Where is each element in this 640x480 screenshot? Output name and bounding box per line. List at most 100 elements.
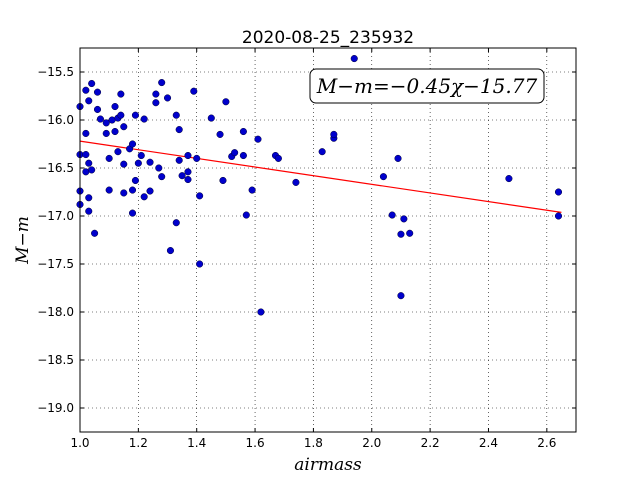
data-point (184, 175, 192, 184)
x-tick-label: 1.0 (70, 436, 89, 450)
data-point (172, 219, 180, 227)
data-point (242, 211, 250, 219)
data-point (231, 149, 239, 157)
data-point (152, 99, 160, 107)
data-point (82, 86, 90, 94)
data-point (120, 123, 128, 131)
data-point (292, 178, 300, 186)
data-point (163, 94, 172, 102)
data-point (175, 126, 183, 134)
y-tick-label: −17.5 (37, 257, 74, 271)
data-point (554, 188, 563, 196)
data-point (82, 151, 90, 159)
data-point (131, 111, 139, 119)
data-point (120, 160, 128, 168)
axis-ticks (79, 48, 576, 432)
data-point (85, 194, 93, 202)
data-point (254, 135, 262, 143)
y-tick-label: −18.0 (37, 305, 74, 319)
data-point (82, 129, 90, 137)
data-point (216, 130, 224, 138)
data-point (166, 247, 174, 255)
data-point (105, 154, 113, 162)
data-point (140, 115, 148, 123)
data-point (111, 103, 119, 111)
data-point (134, 159, 142, 167)
data-point (257, 308, 265, 316)
fit-line-group (79, 140, 562, 213)
data-point (102, 129, 110, 137)
x-tick-label: 1.2 (129, 436, 148, 450)
y-tick-label: −18.5 (37, 353, 74, 367)
x-tick-label: 1.8 (304, 436, 323, 450)
data-point (158, 173, 166, 181)
data-point (158, 79, 166, 87)
x-tick-label: 2.0 (362, 436, 381, 450)
data-point (397, 292, 405, 300)
data-point (96, 115, 104, 123)
data-point (239, 151, 247, 160)
x-tick-label: 2.4 (479, 436, 498, 450)
chart-title: 2020-08-25_235932 (242, 28, 414, 48)
data-point (155, 164, 163, 172)
data-point (146, 158, 154, 166)
data-point (394, 154, 402, 162)
data-point (128, 209, 137, 217)
data-point (85, 97, 93, 105)
data-point (175, 156, 183, 164)
data-point (248, 186, 256, 194)
x-axis-label: airmass (294, 455, 362, 475)
y-tick-label: −16.5 (37, 161, 74, 175)
data-point (131, 176, 139, 185)
data-point (239, 127, 247, 136)
data-point (140, 193, 148, 201)
data-point (91, 229, 99, 237)
data-point (178, 172, 186, 180)
data-point (190, 87, 198, 95)
data-point (111, 127, 119, 136)
fit-line (79, 140, 562, 213)
data-point (172, 111, 180, 119)
y-axis-label: M−m (13, 216, 33, 265)
plot-frame (79, 47, 577, 433)
data-point (397, 230, 405, 238)
data-point (379, 173, 387, 181)
y-tick-labels: −15.5 −16.0 −16.5 −17.0 −17.5 −18.0 −18.5 −19.0 (37, 65, 74, 415)
data-point (146, 187, 154, 195)
data-point (222, 98, 230, 106)
data-point (85, 207, 93, 215)
annotation-text: M−m=−0.45χ−15.77 (316, 74, 538, 98)
data-point (93, 105, 102, 113)
data-point (117, 90, 125, 98)
data-point (330, 130, 338, 138)
data-point (184, 168, 192, 176)
data-point (207, 114, 215, 122)
data-point (193, 154, 201, 162)
data-point (117, 111, 125, 119)
data-point (196, 260, 204, 268)
x-tick-label: 2.2 (421, 436, 440, 450)
data-point (88, 79, 96, 88)
data-point (102, 119, 110, 127)
data-point (196, 192, 204, 200)
data-point (114, 148, 122, 156)
data-point (93, 88, 102, 96)
data-points (76, 55, 563, 316)
equation-annotation: M−m=−0.45χ−15.77 (309, 68, 545, 104)
data-point (128, 186, 137, 194)
data-point (88, 166, 96, 174)
x-tick-label: 1.4 (187, 436, 206, 450)
data-point (219, 176, 227, 185)
data-point (400, 215, 408, 223)
x-tick-labels: 1.0 1.2 1.4 1.6 1.8 2.0 2.2 2.4 2.6 (70, 436, 556, 450)
data-point (350, 55, 358, 63)
data-point (274, 154, 282, 162)
data-point (388, 211, 396, 219)
grid-lines (79, 48, 576, 432)
data-point (137, 151, 145, 160)
data-point (184, 151, 192, 160)
data-point (554, 212, 563, 220)
data-point (152, 90, 160, 98)
plot-area (80, 48, 576, 432)
